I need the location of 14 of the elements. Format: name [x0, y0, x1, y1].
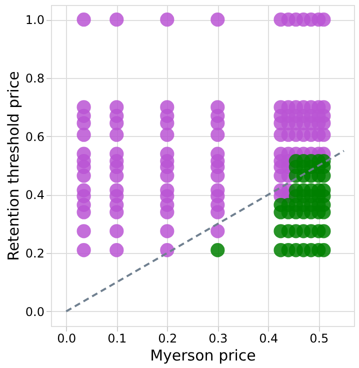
- x-tick-label: 0.2: [158, 332, 178, 346]
- x-tick-label: 0.3: [208, 332, 228, 346]
- x-axis-title: Myerson price: [150, 346, 256, 364]
- x-tick-label: 0.1: [108, 332, 127, 346]
- x-tick-label: 0.0: [57, 332, 76, 346]
- y-axis-title: Retention threshold price: [4, 71, 22, 261]
- y-tick-label: 0.0: [25, 304, 44, 319]
- x-tick-label: 0.5: [310, 332, 329, 346]
- x-tick-label: 0.4: [259, 332, 278, 346]
- y-tick-label: 0.4: [25, 188, 44, 202]
- y-tick-label: 0.2: [25, 246, 44, 261]
- y-tick-label: 0.8: [25, 71, 44, 86]
- y-tick-label: 1.0: [25, 13, 44, 28]
- y-tick-label: 0.6: [25, 130, 44, 144]
